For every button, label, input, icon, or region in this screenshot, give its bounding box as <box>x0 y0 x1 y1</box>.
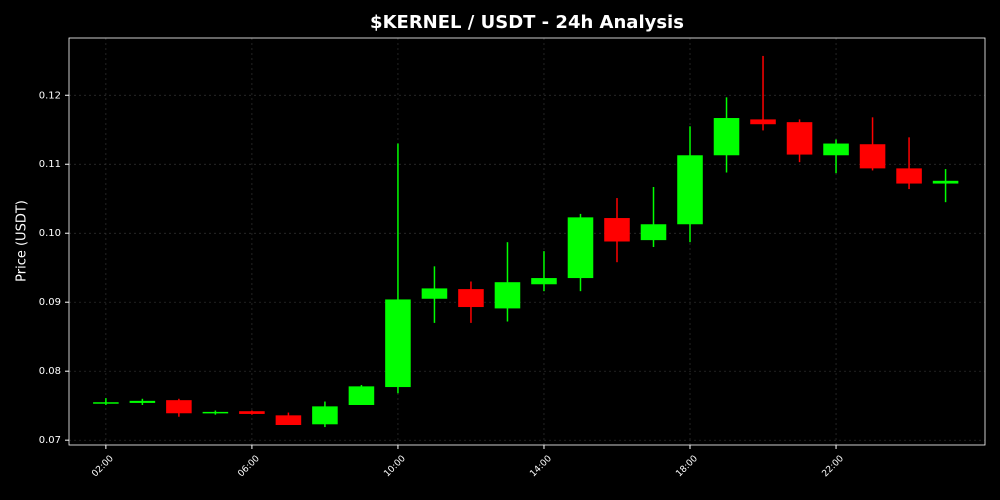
y-tick-label: 0.07 <box>39 435 61 446</box>
candle-body <box>604 218 630 242</box>
candle-body <box>713 118 740 156</box>
candle-body <box>458 289 484 308</box>
candle-body <box>640 224 667 241</box>
y-tick-label: 0.11 <box>39 159 61 170</box>
y-tick-label: 0.09 <box>39 297 61 308</box>
candle-body <box>129 400 156 403</box>
candle-body <box>932 180 959 184</box>
y-tick-label: 0.12 <box>39 90 61 101</box>
candle-body <box>275 415 302 425</box>
candle-body <box>494 282 521 309</box>
candle-body <box>896 168 922 184</box>
plot-frame <box>68 37 986 446</box>
y-tick-label: 0.08 <box>39 366 61 377</box>
candle-body <box>202 411 229 414</box>
candle-body <box>567 217 594 279</box>
candle-body <box>348 386 375 405</box>
candle-body <box>823 143 849 156</box>
chart-title: $KERNEL / USDT - 24h Analysis <box>370 12 684 33</box>
y-tick-label: 0.10 <box>39 228 61 239</box>
candle-body <box>239 411 265 414</box>
candle-body <box>677 155 703 225</box>
candle-body <box>531 278 557 285</box>
y-axis-label: Price (USDT) <box>15 200 30 282</box>
candle-body <box>166 400 192 414</box>
candle-body <box>786 122 813 155</box>
candle-body <box>312 406 338 425</box>
candle-body <box>859 144 886 169</box>
candle-body <box>385 299 411 388</box>
candle-body <box>421 288 448 299</box>
candle-body <box>93 402 119 404</box>
candle-body <box>750 119 776 125</box>
